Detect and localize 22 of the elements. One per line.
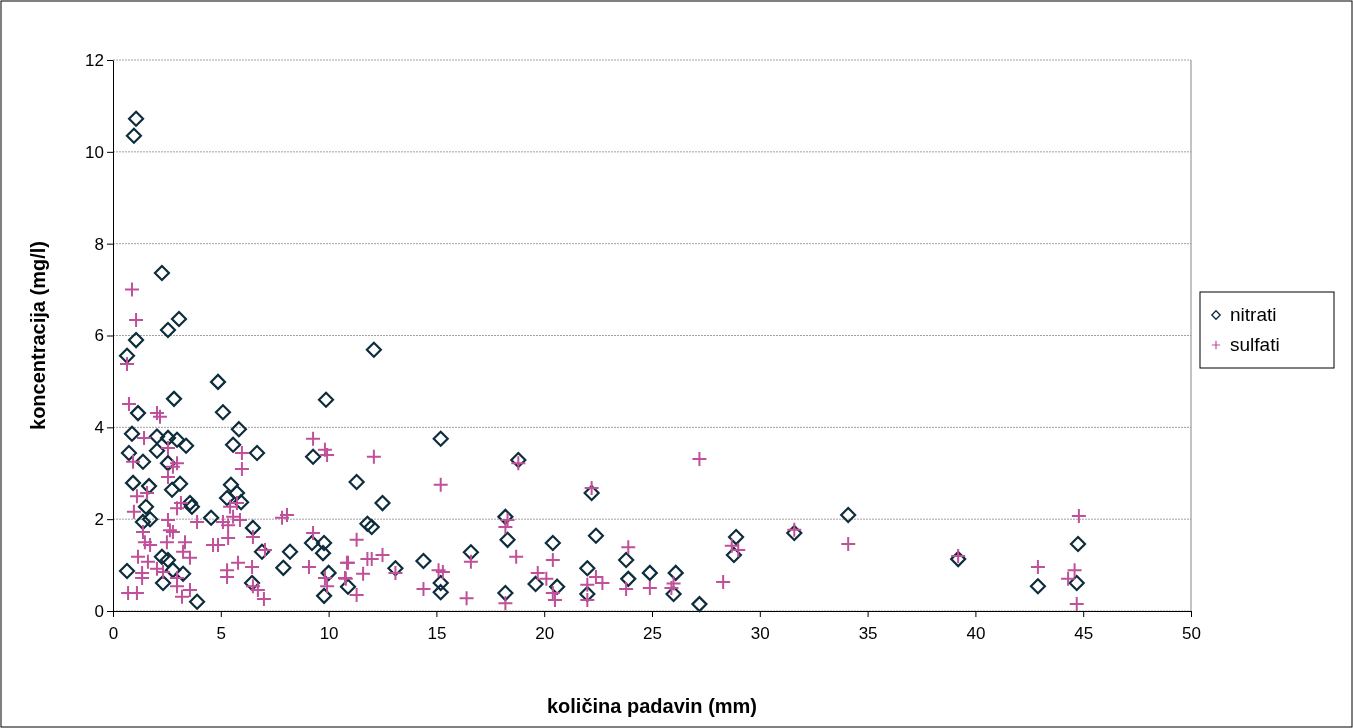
- y-tick-label: 0: [94, 601, 104, 621]
- legend-label: nitrati: [1230, 304, 1277, 325]
- x-tick-label: 40: [966, 623, 986, 643]
- x-tick-label: 45: [1074, 623, 1094, 643]
- x-tick-label: 35: [858, 623, 878, 643]
- x-tick-label: 20: [535, 623, 555, 643]
- legend-label: sulfati: [1230, 334, 1280, 355]
- x-tick-label: 25: [643, 623, 662, 643]
- x-tick-label: 0: [108, 623, 119, 643]
- y-axis-title: koncentracija (mg/l): [27, 241, 49, 430]
- y-tick-label: 2: [94, 510, 104, 530]
- x-tick-label: 50: [1182, 623, 1201, 643]
- x-tick-label: 15: [427, 623, 447, 643]
- x-axis-title: količina padavin (mm): [546, 695, 758, 717]
- x-tick-label: 30: [750, 623, 770, 643]
- x-tick-label: 10: [319, 623, 339, 643]
- y-tick-label: 4: [94, 418, 104, 438]
- y-tick-label: 6: [94, 326, 104, 346]
- x-tick-label: 5: [216, 623, 227, 643]
- y-tick-label: 10: [85, 142, 104, 162]
- y-tick-label: 12: [85, 50, 104, 70]
- y-tick-label: 8: [94, 234, 104, 254]
